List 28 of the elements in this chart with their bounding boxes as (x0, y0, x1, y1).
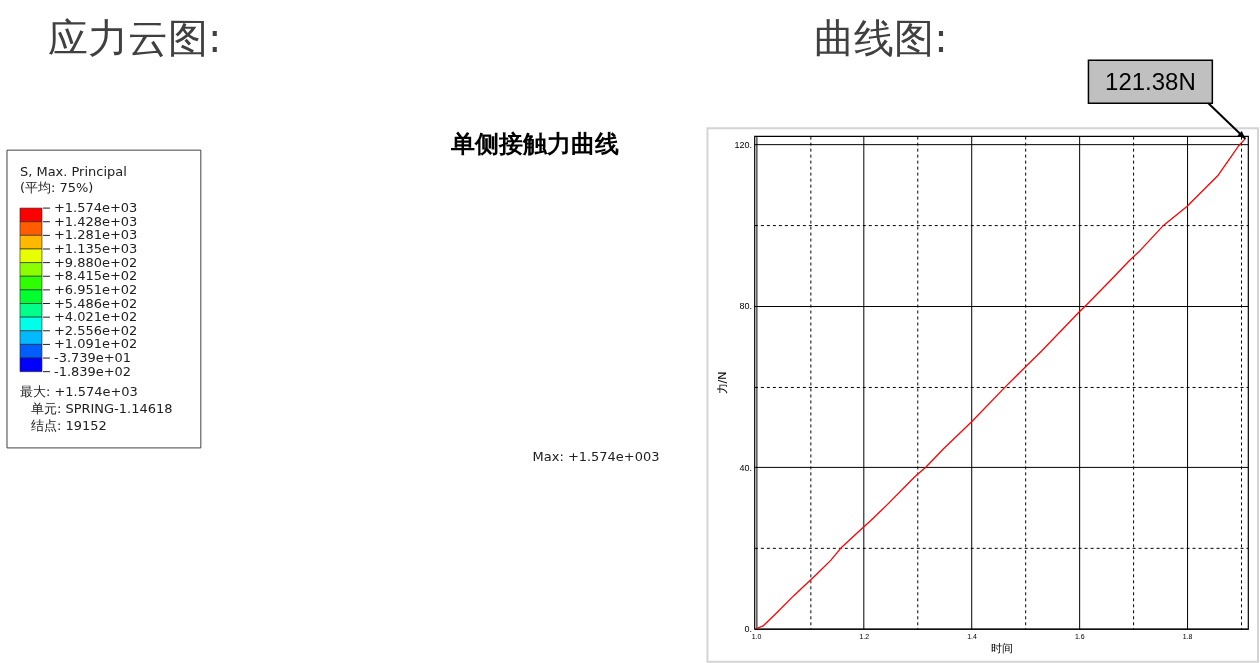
y-tick-label: 40. (739, 462, 752, 473)
text: 应力云图: (47, 15, 222, 62)
category-label: -1.839e+02 (53, 363, 132, 379)
text: 单元: SPRING-1.14618 (30, 400, 173, 416)
y-tick-label: 120. (734, 139, 752, 150)
category-label: +8.415e+02 (53, 268, 138, 284)
category-label: +1.135e+03 (53, 240, 138, 256)
text: 单侧接触力曲线 (449, 130, 619, 159)
text: 结点: 19152 (30, 417, 107, 433)
y-tick-label: 0. (744, 624, 752, 635)
text: 最大: +1.574e+03 (19, 383, 138, 399)
text: Max: +1.574e+003 (532, 448, 660, 464)
category-label: +4.021e+02 (53, 309, 138, 325)
y-axis-title: 力/N (716, 371, 730, 395)
category-label: +1.574e+03 (53, 200, 138, 216)
y-tick-label: 80. (739, 301, 752, 312)
x-axis-title: 时间 (990, 642, 1013, 656)
category-label: -3.739e+01 (53, 350, 132, 366)
category-label: +2.556e+02 (53, 322, 138, 338)
annotation: 121.38N (1105, 67, 1196, 95)
category-label: +1.091e+02 (53, 336, 138, 352)
chart-title: 曲线图: (814, 15, 948, 62)
category-label: +9.880e+02 (53, 254, 138, 270)
category-label: +5.486e+02 (53, 295, 138, 311)
category-label: +1.281e+03 (53, 227, 138, 243)
category-label: +1.428e+03 (53, 213, 138, 229)
category-label: +6.951e+02 (53, 281, 138, 297)
legend-title: S, Max. Principal (平均: 75%) (19, 164, 127, 196)
